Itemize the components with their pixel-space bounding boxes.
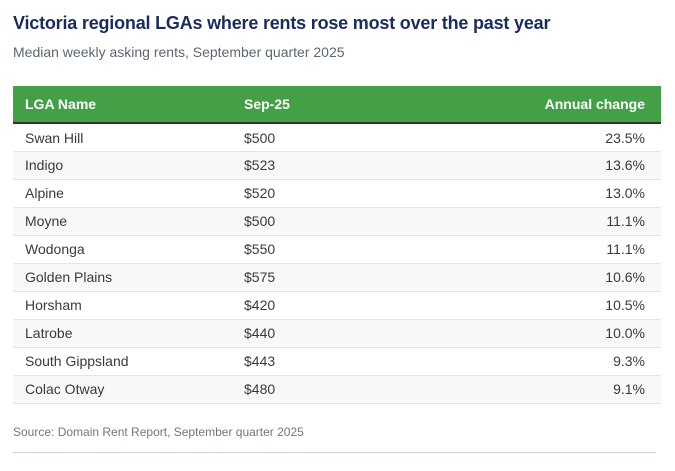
lga-cell: Indigo xyxy=(13,151,244,180)
rent-cell: $523 xyxy=(244,151,484,180)
lga-cell: Horsham xyxy=(13,291,244,320)
change-cell: 11.1% xyxy=(484,207,661,236)
lga-cell: Latrobe xyxy=(13,319,244,348)
table-row: Colac Otway $480 9.1% xyxy=(13,375,661,404)
lga-cell: Moyne xyxy=(13,207,244,236)
change-cell: 10.0% xyxy=(484,319,661,348)
lga-cell: Alpine xyxy=(13,179,244,208)
rent-cell: $550 xyxy=(244,235,484,264)
lga-cell: Wodonga xyxy=(13,235,244,264)
table-body: Swan Hill $500 23.5% Indigo $523 13.6% A… xyxy=(13,123,661,404)
rent-cell: $480 xyxy=(244,375,484,404)
table-row: Horsham $420 10.5% xyxy=(13,291,661,320)
rent-cell: $575 xyxy=(244,263,484,292)
column-header-annual-change: Annual change xyxy=(484,86,661,125)
bottom-divider xyxy=(13,451,656,453)
change-cell: 10.6% xyxy=(484,263,661,292)
change-cell: 13.0% xyxy=(484,179,661,208)
change-cell: 9.3% xyxy=(484,347,661,376)
table-row: South Gippsland $443 9.3% xyxy=(13,347,661,376)
page-title: Victoria regional LGAs where rents rose … xyxy=(13,13,551,33)
column-header-sep-25: Sep-25 xyxy=(244,86,484,125)
rent-cell: $500 xyxy=(244,123,484,152)
table-header: LGA Name Sep-25 Annual change xyxy=(13,86,661,125)
table-row: Alpine $520 13.0% xyxy=(13,179,661,208)
rent-cell: $500 xyxy=(244,207,484,236)
table-row: Latrobe $440 10.0% xyxy=(13,319,661,348)
table-row: Swan Hill $500 23.5% xyxy=(13,123,661,152)
rent-cell: $420 xyxy=(244,291,484,320)
change-cell: 9.1% xyxy=(484,375,661,404)
table-row: Golden Plains $575 10.6% xyxy=(13,263,661,292)
lga-cell: Colac Otway xyxy=(13,375,244,404)
header-row: LGA Name Sep-25 Annual change xyxy=(13,86,661,125)
change-cell: 23.5% xyxy=(484,123,661,152)
rent-cell: $520 xyxy=(244,179,484,208)
table-row: Wodonga $550 11.1% xyxy=(13,235,661,264)
column-header-lga-name: LGA Name xyxy=(13,86,244,125)
lga-cell: Golden Plains xyxy=(13,263,244,292)
table-row: Indigo $523 13.6% xyxy=(13,151,661,180)
rent-cell: $443 xyxy=(244,347,484,376)
rent-cell: $440 xyxy=(244,319,484,348)
change-cell: 11.1% xyxy=(484,235,661,264)
source-note: Source: Domain Rent Report, September qu… xyxy=(13,424,304,439)
lga-cell: South Gippsland xyxy=(13,347,244,376)
change-cell: 13.6% xyxy=(484,151,661,180)
table-row: Moyne $500 11.1% xyxy=(13,207,661,236)
lga-cell: Swan Hill xyxy=(13,123,244,152)
rent-table: LGA Name Sep-25 Annual change Swan Hill … xyxy=(13,86,661,404)
page-subtitle: Median weekly asking rents, September qu… xyxy=(13,43,345,60)
change-cell: 10.5% xyxy=(484,291,661,320)
